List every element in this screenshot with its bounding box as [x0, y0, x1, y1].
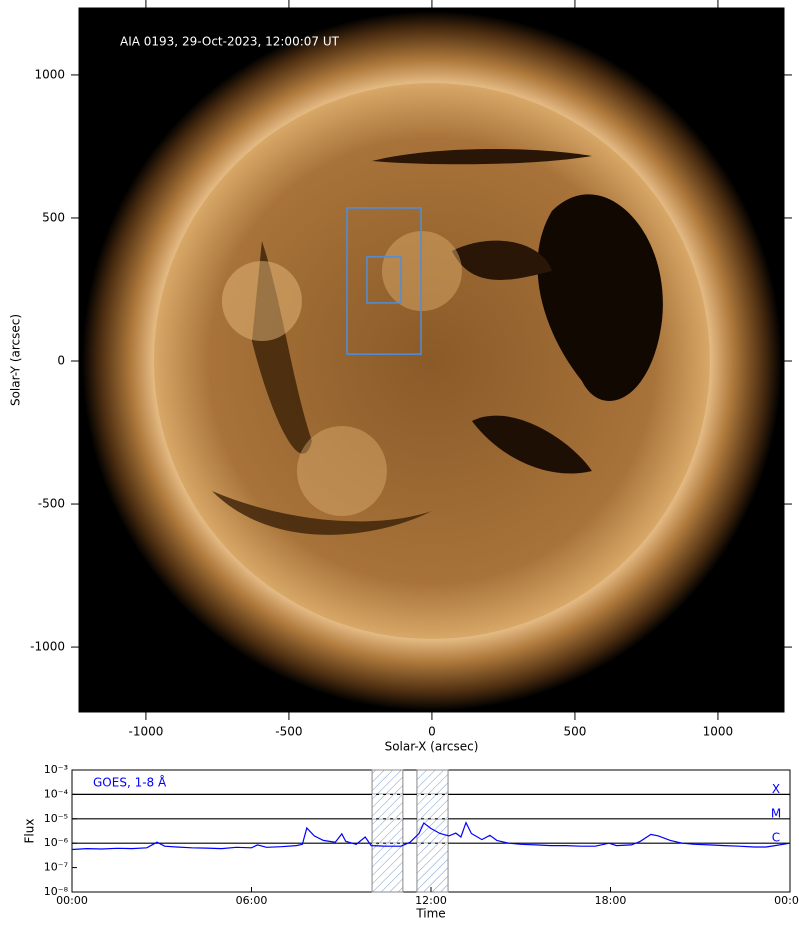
- x-tick-label: 06:00: [236, 894, 268, 907]
- y-tick-label: -500: [38, 497, 65, 511]
- x-axis-label: Solar-X (arcsec): [385, 740, 479, 754]
- class-label: C: [772, 831, 780, 845]
- x-tick-label: 1000: [703, 725, 734, 739]
- y-tick-label: 10⁻⁴: [44, 787, 69, 800]
- flux-line: [71, 821, 791, 851]
- x-tick-label: 00:00: [56, 894, 88, 907]
- x-tick-label: 500: [563, 725, 586, 739]
- y-axis-label: Solar-Y (arcsec): [9, 314, 23, 406]
- y-tick-label: 10⁻⁵: [44, 812, 68, 825]
- class-label: M: [771, 806, 781, 820]
- y-tick-label: 1000: [34, 67, 65, 81]
- y-tick-label: 500: [42, 210, 65, 224]
- hatched-interval: [371, 769, 404, 893]
- y-tick-label: 10⁻⁶: [44, 836, 69, 849]
- y-tick-label: 10⁻³: [44, 763, 68, 776]
- x-tick-label: -500: [275, 725, 302, 739]
- y-tick-label: 10⁻⁸: [44, 885, 69, 898]
- x-tick-label: 12:00: [415, 894, 447, 907]
- x-tick-label: 0: [428, 725, 436, 739]
- annotation: GOES, 1-8 Å: [93, 775, 167, 790]
- x-axis-label: Time: [415, 907, 445, 921]
- region-box: [366, 256, 402, 304]
- x-tick-label: 18:00: [595, 894, 627, 907]
- y-axis-label: Flux: [23, 819, 37, 844]
- class-label: X: [772, 782, 780, 796]
- y-tick-label: -1000: [30, 640, 65, 654]
- region-box: [346, 207, 422, 355]
- x-tick-label: 00:00: [774, 894, 799, 907]
- x-tick-label: -1000: [128, 725, 163, 739]
- y-tick-label: 10⁻⁷: [44, 861, 68, 874]
- sun-image: [81, 11, 782, 712]
- y-tick-label: 0: [57, 354, 65, 368]
- hatched-interval: [416, 769, 449, 893]
- annotation: AIA 0193, 29-Oct-2023, 12:00:07 UT: [120, 35, 340, 49]
